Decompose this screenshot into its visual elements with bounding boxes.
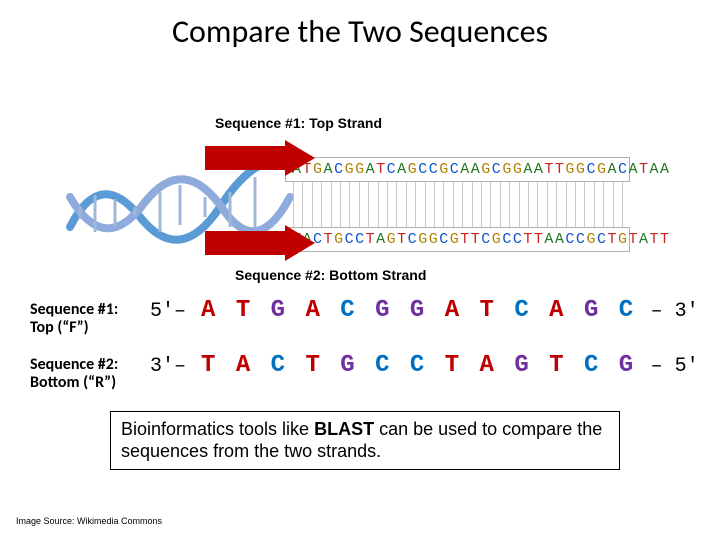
row-label-1: Sequence #1: Top (“F”): [30, 297, 150, 338]
arrow-icon: [205, 140, 315, 176]
row-label-line: Sequence #1:: [30, 300, 118, 319]
arrow-icon: [205, 225, 315, 261]
info-text: Bioinformatics tools like: [121, 419, 314, 439]
sequence-rows: Sequence #1: Top (“F”) 5'– A T G A C G G…: [30, 297, 690, 393]
page-title: Compare the Two Sequences: [20, 12, 700, 51]
slide-root: Compare the Two Sequences: [0, 0, 720, 470]
figure-label-top: Sequence #1: Top Strand: [215, 115, 382, 131]
row-seq-2: 3'– T A C T G C C T A G T C G – 5': [150, 352, 699, 393]
figure-seq-top: ATGACGGATCAGCCGCAAGCGGAATTGGCGACATAA: [285, 157, 630, 182]
row-label-2: Sequence #2: Bottom (“R”): [30, 352, 150, 393]
row-seq-1: 5'– A T G A C G G A T C A G C – 3': [150, 297, 699, 338]
row-label-line: Sequence #2:: [30, 355, 118, 374]
info-box: Bioinformatics tools like BLAST can be u…: [110, 411, 620, 470]
figure-seq-bottom: TACTGCCTAGTCGGCGTTCGCCTTAACCGCTGTATT: [285, 227, 630, 252]
row-label-line: Top (“F”): [30, 318, 89, 337]
figure-label-bottom: Sequence #2: Bottom Strand: [235, 267, 426, 283]
dna-figure: Sequence #1: Top Strand ATGACGGATCAGCCGC…: [20, 57, 700, 287]
row-label-line: Bottom (“R”): [30, 373, 116, 392]
figure-connector: [285, 182, 630, 227]
info-bold: BLAST: [314, 419, 374, 439]
image-source-note: Image Source: Wikimedia Commons: [16, 516, 162, 526]
